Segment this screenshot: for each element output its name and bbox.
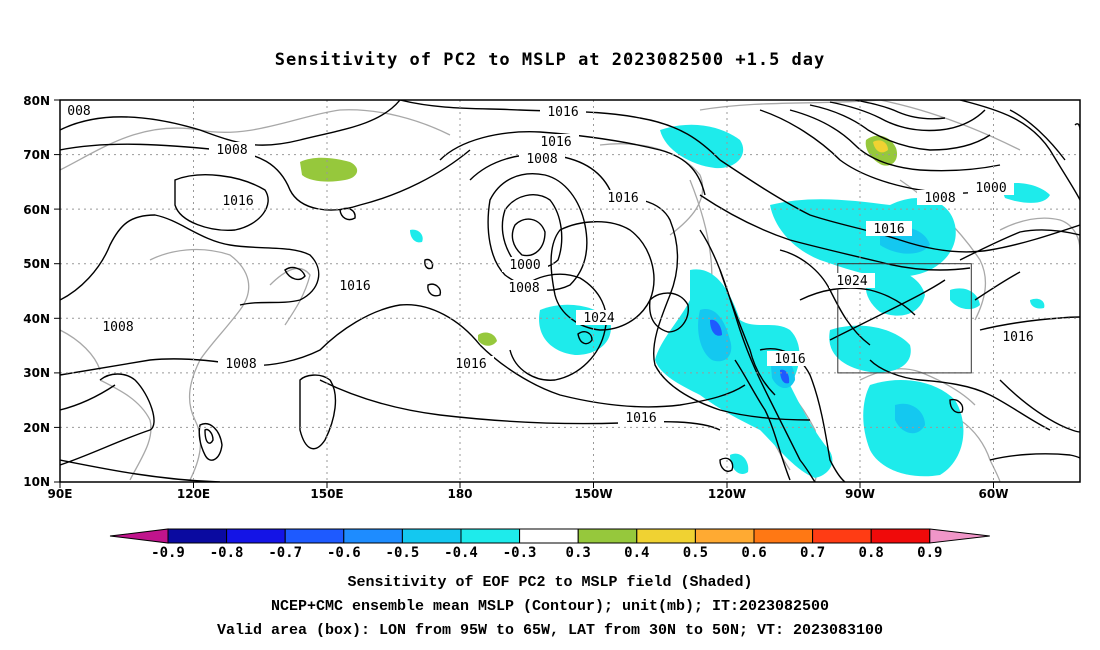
caption-line-1: Sensitivity of EOF PC2 to MSLP field (Sh… — [347, 574, 753, 591]
lon-label-90w: 90W — [845, 487, 875, 501]
colorbar-segment — [167, 528, 228, 544]
contour-label: 1016 — [547, 105, 578, 120]
colorbar-tick-label: -0.9 — [151, 545, 185, 561]
colorbar-segment — [753, 528, 814, 544]
contour-label: 1008 — [924, 191, 955, 206]
contour-label: 1016 — [455, 357, 486, 372]
colorbar: -0.9 -0.8 -0.7 -0.6 -0.5 -0.4 -0.3 0.3 0.4 0.5 0.6… — [109, 528, 990, 561]
contour-label: 1016 — [1002, 330, 1033, 345]
colorbar-segment — [636, 528, 696, 544]
colorbar-tick-label: -0.8 — [210, 545, 244, 561]
lat-label-60n: 60N — [23, 203, 50, 217]
colorbar-segment — [694, 528, 755, 544]
colorbar-segment — [577, 528, 638, 544]
contour-label: 008 — [67, 104, 90, 119]
contour-label: 1016 — [339, 279, 370, 294]
colorbar-tick-label: 0.6 — [741, 545, 766, 561]
lon-label-150w: 150W — [574, 487, 612, 501]
lat-label-10n: 10N — [23, 475, 50, 489]
colorbar-segment — [284, 528, 345, 544]
colorbar-left-arrow — [109, 528, 169, 544]
colorbar-tick-label: 0.4 — [624, 545, 649, 561]
caption-line-3: Valid area (box): LON from 95W to 65W, L… — [216, 622, 884, 639]
lat-label-50n: 50N — [23, 257, 50, 271]
colorbar-segment — [870, 528, 931, 544]
colorbar-tick-label: 0.8 — [859, 545, 884, 561]
contour-label: 1008 — [225, 357, 256, 372]
contour-label: 1008 — [526, 152, 557, 167]
longitude-labels: 90E 120E 150E 180 150W 120W 90W 60W — [48, 487, 1009, 501]
latitude-labels: 80N 70N 60N 50N 40N 30N 20N 10N — [23, 94, 50, 489]
colorbar-tick-label: -0.6 — [327, 545, 361, 561]
contour-label: 1008 — [508, 281, 539, 296]
contour-label: 1008 — [216, 143, 247, 158]
map-frame — [59, 99, 1081, 483]
caption-line-2: NCEP+CMC ensemble mean MSLP (Contour); u… — [270, 598, 830, 615]
contour-label: 1000 — [509, 258, 540, 273]
colorbar-segment — [519, 528, 579, 544]
lon-label-60w: 60W — [979, 487, 1009, 501]
contour-label: 1000 — [975, 181, 1006, 196]
lon-label-150e: 150E — [310, 487, 343, 501]
contour-label: 1016 — [873, 222, 904, 237]
lat-label-30n: 30N — [23, 366, 50, 380]
colorbar-segment — [226, 528, 286, 544]
contour-label: 1016 — [540, 135, 571, 150]
colorbar-tick-label: 0.5 — [683, 545, 708, 561]
colorbar-tick-label: 0.3 — [566, 545, 591, 561]
lon-label-180: 180 — [447, 487, 472, 501]
colorbar-segment — [812, 528, 872, 544]
lon-label-120e: 120E — [177, 487, 210, 501]
colorbar-segment — [401, 528, 462, 544]
lon-label-90e: 90E — [48, 487, 73, 501]
valid-area-box — [837, 263, 972, 374]
lat-label-20n: 20N — [23, 421, 50, 435]
colorbar-tick-label: 0.9 — [917, 545, 942, 561]
colorbar-right-arrow — [929, 528, 990, 544]
colorbar-tick-label: 0.7 — [800, 545, 825, 561]
colorbar-segment — [343, 528, 403, 544]
contour-label: 1016 — [222, 194, 253, 209]
contour-labels: 1016 1016 1008 1016 1000 1008 1016 1024 … — [62, 103, 1041, 426]
lat-label-70n: 70N — [23, 148, 50, 162]
sensitivity-shading — [300, 124, 1050, 478]
contour-label: 1016 — [774, 352, 805, 367]
lat-label-80n: 80N — [23, 94, 50, 108]
contour-label: 1016 — [607, 191, 638, 206]
contour-label: 1016 — [625, 411, 656, 426]
lat-label-40n: 40N — [23, 312, 50, 326]
figure-title: Sensitivity of PC2 to MSLP at 2023082500… — [274, 50, 826, 70]
colorbar-tick-label: -0.5 — [386, 545, 420, 561]
contour-label: 1024 — [836, 274, 867, 289]
mslp-contours — [60, 100, 1080, 482]
colorbar-segment — [460, 528, 521, 544]
colorbar-tick-label: -0.3 — [503, 545, 537, 561]
contour-label: 1008 — [102, 320, 133, 335]
lon-label-120w: 120W — [708, 487, 746, 501]
colorbar-tick-label: -0.4 — [444, 545, 478, 561]
contour-label: 1024 — [583, 311, 614, 326]
colorbar-tick-label: -0.7 — [268, 545, 302, 561]
